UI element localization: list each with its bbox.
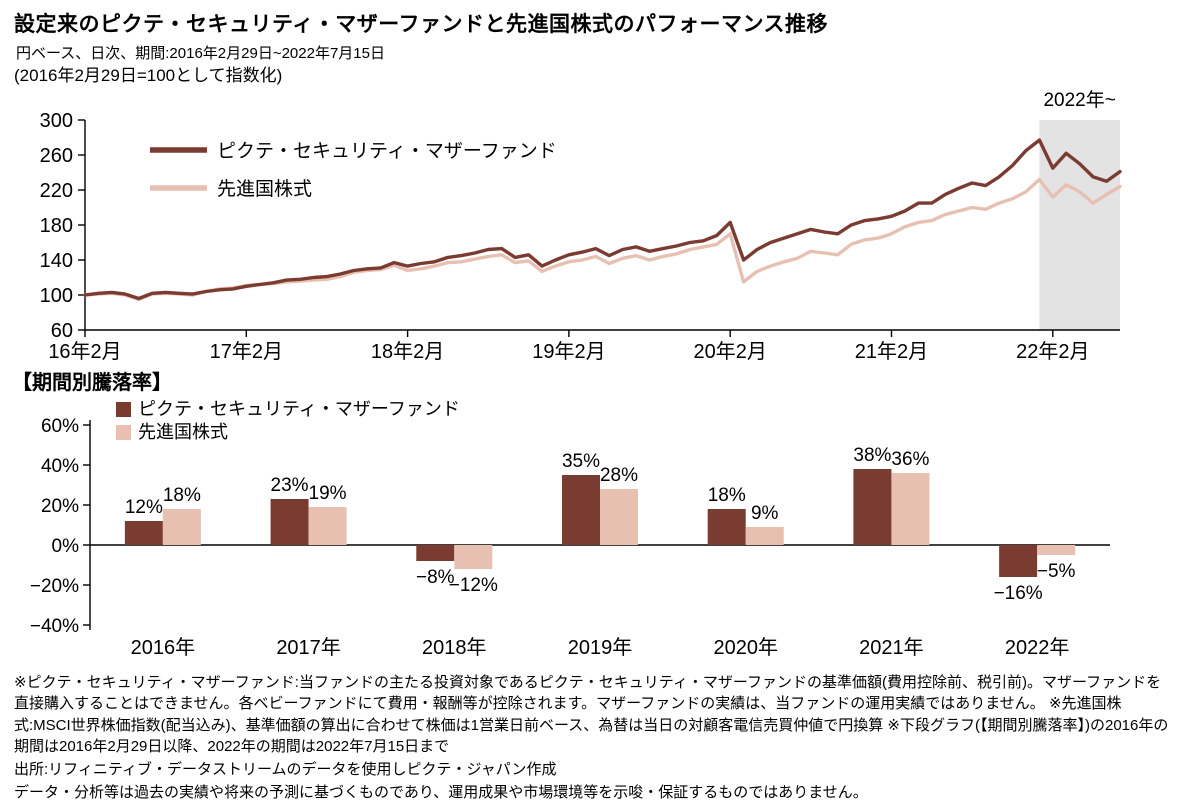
bar-value-label: 23%: [271, 475, 309, 496]
bar-value-label: 36%: [891, 449, 929, 470]
y-tick-label: 300: [40, 110, 73, 132]
bar-section-title: 【期間別騰落率】: [12, 372, 172, 394]
bar-fund-2017年: [270, 499, 309, 545]
y-tick-label: 180: [40, 215, 73, 237]
bar-benchmark-2018年: [454, 545, 493, 569]
x-tick-label: 21年2月: [855, 340, 928, 363]
subtitle-index-note: (2016年2月29日=100として指数化): [14, 66, 283, 85]
category-label: 2020年: [713, 636, 778, 659]
footnote-paragraph: データ・分析等は過去の実績や将来の予測に基づくものであり、運用成果や市場環境等を…: [14, 784, 868, 802]
category-label: 2021年: [859, 636, 924, 659]
legend-label: 先進国株式: [138, 422, 228, 442]
bar-value-label: −5%: [1037, 561, 1076, 582]
bar-fund-2020年: [707, 509, 746, 545]
x-tick-label: 16年2月: [48, 340, 121, 363]
footnote-paragraph: ※ピクテ・セキュリティ・マザーファンド:当ファンドの主たる投資対象であるピクテ・…: [14, 674, 1169, 755]
bar-value-label: 35%: [562, 451, 600, 472]
y-tick-label: 40%: [41, 456, 79, 477]
performance-line-chart: 2022年~ 60 100 140 180 220 260 300 16年2月 17年2月 18年2…: [40, 89, 1122, 363]
y-tick-label: 220: [40, 180, 73, 202]
bar-value-label: 19%: [309, 483, 347, 504]
y-tick-label: 20%: [41, 496, 79, 517]
bar-value-label: 28%: [600, 465, 638, 486]
bar-benchmark-2020年: [745, 527, 784, 545]
bar-fund-2018年: [416, 545, 455, 561]
page-title: 設定来のピクテ・セキュリティ・マザーファンドと先進国株式のパフォーマンス推移: [14, 13, 829, 36]
bar-value-label: 18%: [708, 485, 746, 506]
y-tick-label: 60%: [41, 416, 79, 437]
category-label: 2022年: [1005, 636, 1070, 659]
bar-fund-2019年: [562, 475, 600, 545]
bar-value-label: 38%: [853, 445, 891, 466]
bar-benchmark-2022年: [1037, 545, 1076, 555]
legend-label: ピクテ・セキュリティ・マザーファンド: [217, 140, 557, 162]
bar-value-label: −12%: [449, 575, 498, 596]
bar-value-label: 18%: [163, 485, 201, 506]
x-tick-label: 22年2月: [1016, 340, 1089, 363]
y-tick-label: 140: [40, 250, 73, 272]
bar-fund-2021年: [853, 469, 892, 545]
bar-value-label: −16%: [994, 583, 1043, 604]
category-label: 2016年: [131, 636, 196, 659]
y-tick-label: 100: [40, 285, 73, 307]
legend-swatch: [116, 402, 131, 417]
bar-fund-2016年: [124, 521, 163, 545]
legend-swatch: [116, 425, 131, 440]
category-label: 2017年: [276, 636, 341, 659]
y-tick-label: 260: [40, 145, 73, 167]
x-tick-label: 19年2月: [532, 340, 605, 363]
x-tick-label: 18年2月: [371, 340, 444, 363]
x-tick-label: 20年2月: [694, 340, 767, 363]
bar-benchmark-2021年: [891, 473, 930, 545]
footnotes: ※ピクテ・セキュリティ・マザーファンド:当ファンドの主たる投資対象であるピクテ・…: [14, 672, 1174, 806]
subtitle-period: 円ベース、日次、期間:2016年2月29日~2022年7月15日: [16, 45, 385, 62]
bar-value-label: −8%: [416, 567, 455, 588]
bar-value-label: 9%: [751, 503, 779, 524]
footnote-paragraph: 出所:リフィニティブ・データストリームのデータを使用しピクテ・ジャパン作成: [14, 761, 557, 779]
y-tick-label: 0%: [52, 536, 80, 557]
y-tick-label: −40%: [30, 616, 79, 637]
bar-value-label: 12%: [125, 497, 163, 518]
bar-benchmark-2019年: [600, 489, 638, 545]
category-label: 2019年: [568, 636, 633, 659]
shaded-region-label: 2022年~: [1043, 89, 1115, 111]
legend-label: 先進国株式: [217, 178, 312, 200]
legend-label: ピクテ・セキュリティ・マザーファンド: [138, 399, 460, 419]
y-tick-label: −20%: [30, 576, 79, 597]
bar-fund-2022年: [999, 545, 1038, 577]
bar-benchmark-2017年: [308, 507, 347, 545]
bar-benchmark-2016年: [162, 509, 201, 545]
shaded-region-2022: [1039, 120, 1120, 330]
category-label: 2018年: [422, 636, 487, 659]
y-tick-label: 60: [51, 320, 73, 342]
x-tick-label: 17年2月: [210, 340, 283, 363]
fund-line: [83, 138, 1122, 301]
